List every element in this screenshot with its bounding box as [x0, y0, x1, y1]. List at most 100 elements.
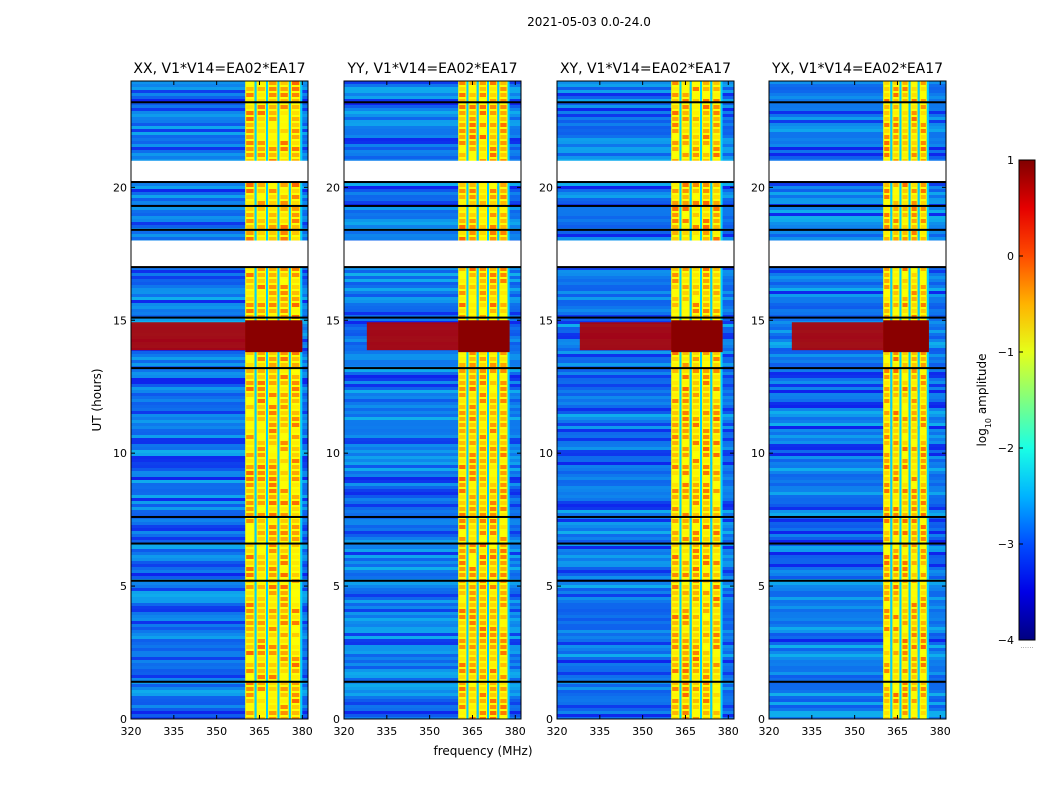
rfi-cell	[713, 405, 720, 409]
flag-line	[131, 316, 308, 319]
rfi-cell	[692, 195, 700, 199]
noise-stripe	[131, 126, 308, 129]
rfi-cell	[246, 117, 254, 121]
rfi-cell	[269, 435, 277, 439]
rfi-gap	[908, 81, 911, 719]
rfi-cell	[911, 495, 917, 499]
rfi-cell	[672, 417, 679, 421]
rfi-cell	[490, 213, 497, 217]
rfi-cell	[692, 411, 700, 415]
noise-stripe	[131, 270, 308, 273]
rfi-cell	[672, 309, 679, 313]
noise-stripe	[344, 600, 521, 603]
flag-line	[769, 228, 946, 231]
rfi-cell	[291, 111, 300, 115]
rfi-cell	[469, 411, 476, 415]
rfi-cell	[280, 507, 288, 511]
noise-stripe	[131, 279, 308, 282]
rfi-cell	[672, 87, 679, 91]
noise-stripe	[769, 576, 946, 579]
rfi-cell	[902, 675, 908, 679]
rfi-cell	[269, 477, 277, 481]
rfi-cell	[692, 225, 700, 229]
rfi-cell	[893, 609, 899, 613]
rfi-cell	[703, 393, 710, 397]
noise-stripe	[557, 384, 734, 387]
rfi-cell	[902, 477, 908, 481]
rfi-cell	[902, 573, 908, 577]
rfi-cell	[469, 309, 476, 313]
rfi-cell	[713, 141, 720, 145]
rfi-cell	[672, 231, 679, 235]
rfi-cell	[280, 471, 288, 475]
rfi-cell	[672, 153, 679, 157]
rfi-cell	[469, 381, 476, 385]
noise-stripe	[557, 237, 734, 240]
rfi-cell	[911, 633, 917, 637]
noise-stripe	[557, 318, 734, 321]
noise-stripe	[769, 624, 946, 627]
rfi-cell	[672, 399, 679, 403]
rfi-cell	[920, 597, 926, 601]
noise-stripe	[769, 717, 946, 719]
noise-stripe	[344, 675, 521, 678]
noise-stripe	[769, 372, 946, 375]
rfi-cell	[500, 135, 507, 139]
rfi-cell	[713, 435, 720, 439]
rfi-cell	[713, 411, 720, 415]
rfi-cell	[291, 195, 300, 199]
noise-stripe	[344, 645, 521, 648]
rfi-cell	[246, 111, 254, 115]
rfi-cell	[257, 231, 266, 235]
noise-stripe	[769, 318, 946, 321]
rfi-cell	[246, 699, 254, 703]
noise-stripe	[131, 195, 308, 198]
rfi-cell	[269, 279, 277, 283]
rfi-cell	[672, 513, 679, 517]
rfi-cell	[703, 237, 710, 241]
rfi-cell	[246, 507, 254, 511]
rfi-cell	[703, 405, 710, 409]
rfi-cell	[469, 453, 476, 457]
rfi-cell	[469, 87, 476, 91]
flag-line	[769, 316, 946, 319]
rfi-cell	[479, 453, 487, 457]
rfi-cell	[713, 603, 720, 607]
noise-stripe	[344, 183, 521, 186]
rfi-cell	[479, 117, 487, 121]
rfi-cell	[490, 153, 497, 157]
rfi-cell	[911, 225, 917, 229]
noise-stripe	[769, 477, 946, 480]
noise-stripe	[557, 687, 734, 690]
rfi-cell	[459, 273, 466, 277]
rfi-cell	[682, 591, 689, 595]
rfi-cell	[893, 693, 899, 697]
rfi-cell	[703, 399, 710, 403]
flag-line	[557, 228, 734, 231]
noise-stripe	[344, 669, 521, 672]
noise-stripe	[769, 84, 946, 87]
rfi-cell	[479, 81, 487, 85]
rfi-cell	[469, 471, 476, 475]
rfi-cell	[269, 411, 277, 415]
rfi-cell	[500, 129, 507, 133]
rfi-cell	[280, 699, 288, 703]
noise-stripe	[131, 663, 308, 666]
rfi-cell	[490, 189, 497, 193]
noise-stripe	[131, 141, 308, 144]
rfi-cell	[500, 267, 507, 271]
noise-stripe	[344, 192, 521, 195]
noise-stripe	[131, 420, 308, 423]
noise-stripe	[769, 618, 946, 621]
noise-stripe	[131, 690, 308, 693]
rfi-cell	[920, 123, 926, 127]
noise-stripe	[557, 669, 734, 672]
rfi-cell	[893, 459, 899, 463]
rfi-cell	[703, 717, 710, 719]
rfi-cell	[920, 711, 926, 715]
noise-stripe	[769, 138, 946, 141]
rfi-cell	[269, 597, 277, 601]
rfi-cell	[911, 609, 917, 613]
rfi-cell	[459, 105, 466, 109]
noise-stripe	[557, 297, 734, 300]
